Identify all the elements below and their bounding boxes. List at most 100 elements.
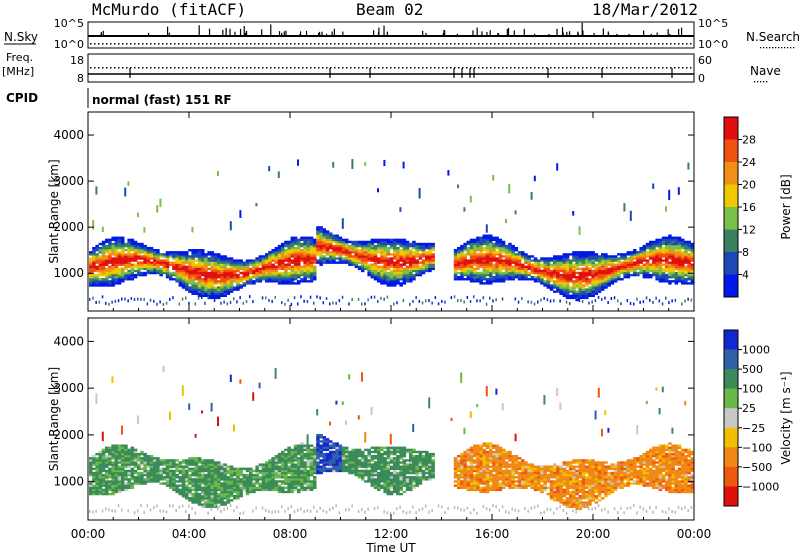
heatmap-cell: [108, 476, 112, 479]
heatmap-ground-cell: [396, 301, 398, 305]
heatmap-cell: [149, 251, 154, 254]
noise-search-dot: [230, 43, 232, 45]
heatmap-cell: [175, 473, 179, 477]
heatmap-cell: [137, 255, 141, 258]
heatmap-cell: [303, 469, 307, 473]
heatmap-cell: [674, 267, 679, 271]
heatmap-cell: [303, 236, 307, 239]
heatmap-cell: [255, 465, 259, 468]
heatmap-cell: [313, 271, 317, 275]
heatmap-cell: [674, 261, 679, 264]
heatmap-cell: [130, 486, 135, 489]
nave-dot: [206, 67, 208, 69]
heatmap-cell: [194, 290, 199, 293]
heatmap-cell: [665, 238, 669, 242]
heatmap-cell: [338, 240, 343, 244]
heatmap-cell: [501, 267, 506, 271]
heatmap-cell: [658, 269, 663, 273]
heatmap-cell: [306, 238, 311, 242]
nave-dot: [114, 67, 116, 69]
heatmap-cell: [361, 267, 365, 271]
heatmap-cell: [575, 271, 579, 275]
heatmap-cell: [607, 284, 611, 287]
heatmap-cell: [313, 253, 317, 256]
heatmap-cell: [172, 267, 176, 271]
heatmap-cell: [335, 240, 339, 244]
heatmap-cell: [271, 275, 275, 279]
heatmap-cell: [201, 265, 205, 268]
heatmap-cell: [671, 261, 675, 264]
heatmap-cell: [521, 257, 525, 260]
heatmap-cell: [210, 490, 215, 494]
heatmap-cell: [514, 263, 519, 266]
noise-search-dot: [290, 43, 292, 45]
heatmap-ground-cell: [284, 509, 286, 513]
heatmap-cell: [140, 261, 144, 264]
heatmap-cell: [165, 257, 170, 260]
heatmap-cell: [319, 261, 323, 264]
heatmap-cell: [530, 271, 535, 275]
heatmap-cell: [492, 249, 496, 252]
heatmap-cell: [252, 259, 256, 262]
heatmap-cell: [380, 261, 384, 264]
heatmap-cell: [140, 242, 144, 246]
heatmap-cell: [108, 482, 112, 485]
heatmap-cell: [517, 263, 522, 266]
heatmap-cell: [92, 467, 96, 471]
nave-dot: [330, 67, 332, 69]
heatmap-cell: [213, 469, 218, 473]
heatmap-cell: [249, 275, 253, 279]
heatmap-cell: [290, 271, 295, 275]
heatmap-cell: [233, 286, 237, 289]
heatmap-cell: [95, 284, 99, 287]
heatmap-cell: [565, 255, 570, 258]
heatmap-cell: [204, 288, 208, 291]
heatmap-cell: [197, 288, 202, 291]
heatmap-cell: [610, 282, 615, 285]
heatmap-cell: [268, 251, 272, 254]
heatmap-cell: [265, 480, 269, 483]
heatmap-cell: [191, 463, 195, 466]
noise-search-dot: [498, 43, 500, 45]
heatmap-cell: [677, 236, 682, 239]
heatmap-cell: [117, 455, 122, 458]
heatmap-cell: [373, 240, 378, 244]
heatmap-cell: [460, 273, 464, 277]
heatmap-cell: [105, 463, 109, 466]
heatmap-cell: [149, 265, 154, 268]
heatmap-cell: [223, 503, 227, 506]
noise-search-dot: [678, 43, 680, 45]
heatmap-cell: [658, 255, 663, 258]
heatmap-cell: [245, 265, 250, 268]
heatmap-cell: [364, 265, 368, 268]
heatmap-cell: [89, 259, 93, 262]
heatmap-cell: [453, 273, 458, 277]
heatmap-cell: [281, 251, 285, 254]
noise-search-dot: [166, 43, 168, 45]
heatmap-cell: [687, 255, 691, 258]
heatmap-cell: [671, 267, 675, 271]
heatmap-cell: [348, 244, 352, 248]
heatmap-cell: [137, 463, 141, 466]
heatmap-cell: [668, 246, 672, 250]
heatmap-cell: [204, 259, 208, 262]
heatmap-cell: [668, 263, 672, 266]
heatmap-cell: [274, 259, 279, 262]
heatmap-cell: [613, 273, 618, 277]
heatmap-cell: [98, 249, 103, 252]
heatmap-cell: [169, 476, 173, 479]
heatmap-cell: [313, 261, 317, 264]
heatmap-cell: [111, 265, 115, 268]
nave-dot: [394, 67, 396, 69]
heatmap-cell: [498, 246, 503, 250]
heatmap-cell: [501, 280, 506, 283]
heatmap-cell: [530, 265, 535, 268]
heatmap-cell: [316, 251, 320, 254]
heatmap-cell: [565, 269, 570, 273]
heatmap-cell: [197, 253, 202, 256]
heatmap-cell: [386, 280, 391, 283]
heatmap-cell: [156, 467, 160, 471]
heatmap-cell: [594, 273, 599, 277]
heatmap-cell: [274, 465, 279, 468]
heatmap-cell: [242, 473, 247, 477]
